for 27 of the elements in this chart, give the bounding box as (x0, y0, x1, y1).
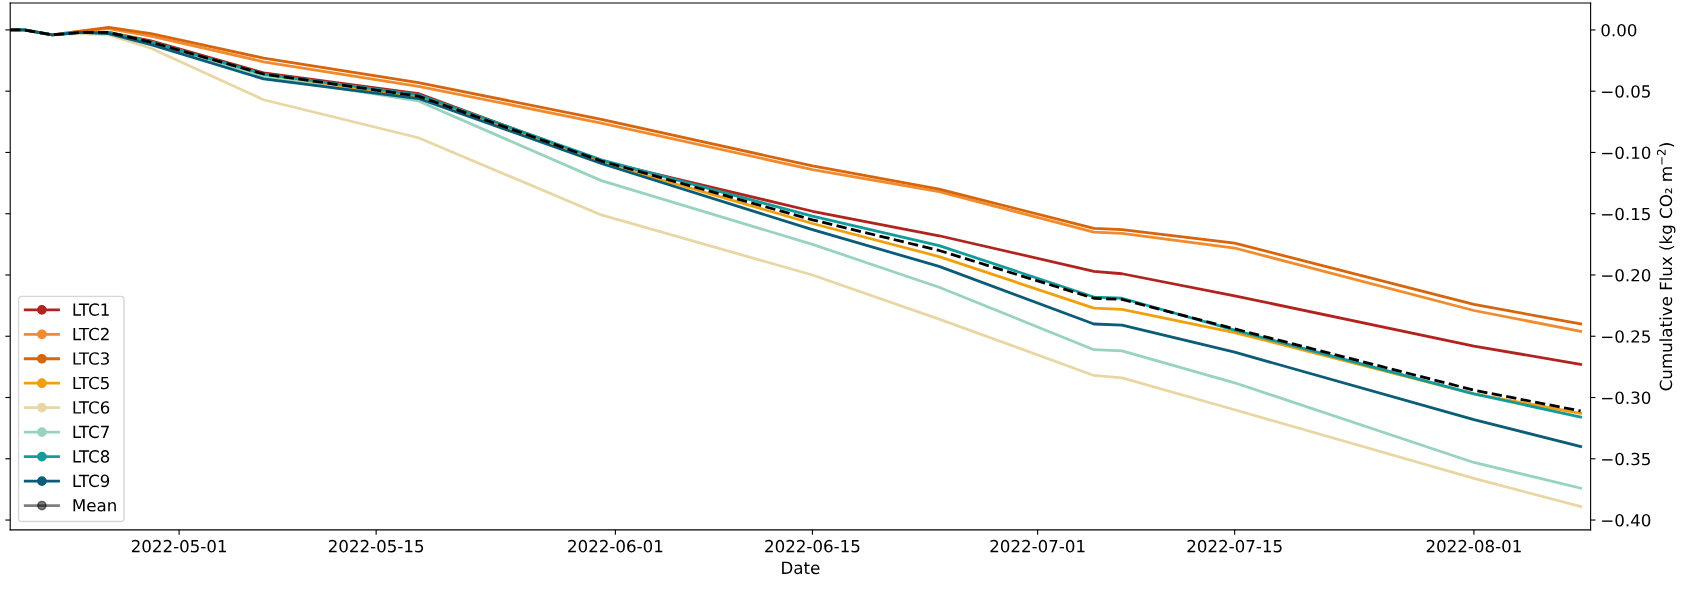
y-axis-title: Cumulative Flux (kg CO₂ m$^{−2}$) (1656, 143, 1676, 391)
x-tick-label: 2022-05-01 (131, 539, 226, 553)
y-tick-label: 0.00 (1601, 23, 1637, 37)
y-tick-label: −0.25 (1602, 330, 1650, 343)
x-tick-label: 2022-06-15 (765, 539, 860, 553)
legend-label: LTC6 (73, 401, 110, 414)
y-tick-label: −0.20 (1602, 268, 1651, 282)
legend-label: LTC5 (73, 376, 109, 390)
legend-label: LTC7 (73, 425, 109, 439)
x-axis-title: Date (782, 561, 820, 575)
legend-label: LTC3 (73, 352, 109, 365)
y-tick-label: −0.40 (1602, 514, 1651, 527)
x-tick-label: 2022-07-01 (990, 539, 1085, 553)
y-tick-label: −0.35 (1602, 452, 1650, 466)
y-tick-label: −0.10 (1602, 146, 1651, 160)
x-tick-label: 2022-07-15 (1187, 539, 1282, 553)
legend-label: LTC8 (73, 450, 110, 463)
legend-label: LTC1 (73, 303, 109, 316)
y-tick-label: −0.30 (1602, 391, 1651, 405)
legend-label: LTC2 (73, 327, 109, 341)
x-tick-label: 2022-08-01 (1426, 539, 1521, 553)
y-tick-label: −0.15 (1602, 207, 1650, 221)
legend-label: Mean (73, 499, 116, 512)
x-tick-label: 2022-05-15 (328, 539, 424, 553)
x-tick-label: 2022-06-01 (568, 539, 663, 553)
legend-label: LTC9 (73, 474, 110, 488)
y-tick-label: −0.05 (1602, 85, 1650, 98)
